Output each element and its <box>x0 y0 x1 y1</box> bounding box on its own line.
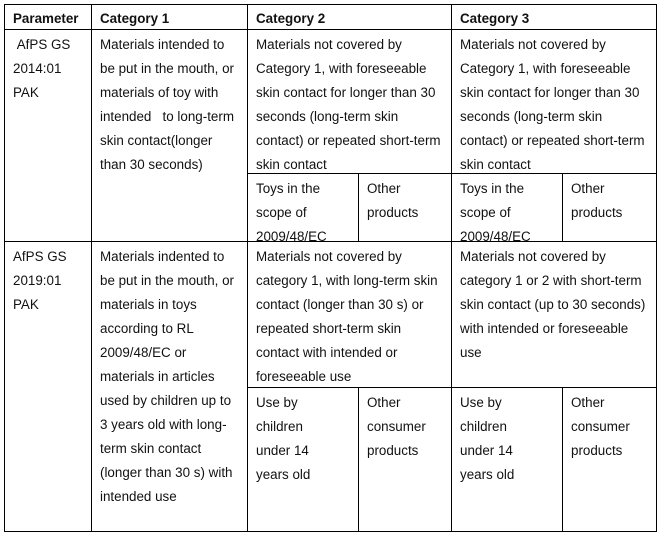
row2-category-3-other: Other consumer products <box>562 387 657 532</box>
row1-category-3-main: Materials not covered by Category 1, wit… <box>451 29 657 174</box>
row1-category-2-other: Other products <box>358 173 452 242</box>
row1-category-3-toys: Toys in the scope of 2009/48/EC <box>451 173 563 244</box>
row1-category-2-main: Materials not covered by Category 1, wit… <box>247 29 452 174</box>
header-parameter: Parameter <box>4 4 92 30</box>
row1-category-1: Materials intended to be put in the mout… <box>91 29 248 242</box>
row2-category-2-children: Use by children under 14 years old <box>247 387 359 532</box>
header-category-1: Category 1 <box>91 4 248 30</box>
row1-parameter: AfPS GS 2014:01 PAK <box>4 29 92 242</box>
row2-category-1: Materials indented to be put in the mout… <box>91 241 248 532</box>
row1-category-2-toys: Toys in the scope of 2009/48/EC <box>247 173 359 244</box>
header-category-3: Category 3 <box>451 4 657 30</box>
row2-category-3-main: Materials not covered by category 1 or 2… <box>451 241 657 388</box>
row2-category-2-other: Other consumer products <box>358 387 452 532</box>
row2-category-2-main: Materials not covered by category 1, wit… <box>247 241 452 388</box>
header-category-2: Category 2 <box>247 4 452 30</box>
row1-category-3-other: Other products <box>562 173 657 242</box>
row2-category-3-children: Use by children under 14 years old <box>451 387 563 532</box>
row2-parameter: AfPS GS 2019:01 PAK <box>4 241 92 532</box>
